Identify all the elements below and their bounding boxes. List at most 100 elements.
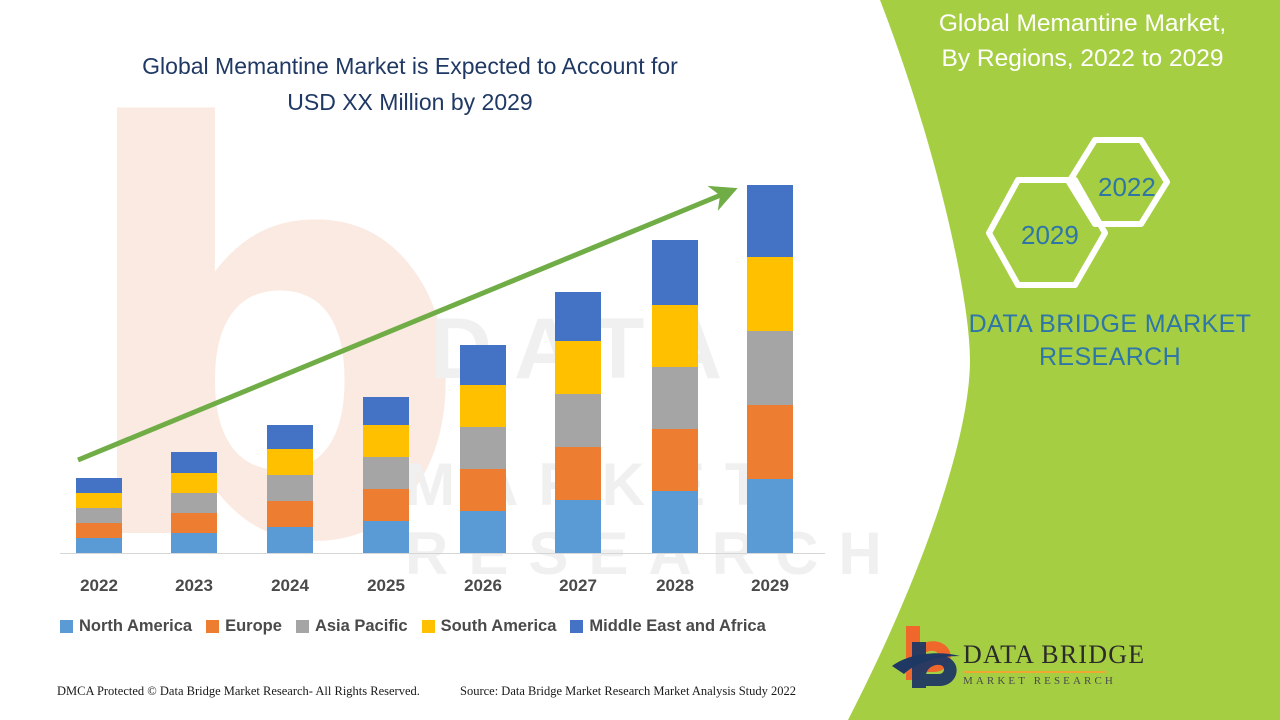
legend-label: South America: [440, 617, 557, 635]
bar-2024: [267, 425, 313, 553]
legend-item-middle-east-and-africa[interactable]: Middle East and Africa: [570, 617, 766, 636]
x-tick-2022: 2022: [80, 576, 118, 595]
chart-title: Global Memantine Market is Expected to A…: [60, 48, 760, 120]
bar-2029: [747, 185, 793, 553]
bar-segment-2025-north-america: [363, 521, 409, 553]
legend-label: Asia Pacific: [314, 617, 408, 635]
bar-segment-2029-asia-pacific: [747, 331, 793, 405]
bar-segment-2024-north-america: [267, 527, 313, 553]
x-tick-2026: 2026: [464, 576, 502, 595]
bar-segment-2025-south-america: [363, 425, 409, 457]
legend-item-south-america[interactable]: South America: [421, 617, 557, 636]
bar-segment-2027-north-america: [555, 500, 601, 553]
x-tick-2029: 2029: [751, 576, 789, 595]
bar-segment-2025-asia-pacific: [363, 457, 409, 489]
bar-segment-2028-south-america: [652, 305, 698, 367]
bar-segment-2023-middle-east-and-africa: [171, 452, 217, 473]
chart-title-line-2: USD XX Million by 2029: [287, 89, 533, 115]
logo-sub-text: MARKET RESEARCH: [963, 675, 1116, 687]
bar-2026: [460, 345, 506, 553]
chart-title-line-1: Global Memantine Market is Expected to A…: [142, 53, 678, 79]
bar-2023: [171, 452, 217, 553]
bar-segment-2027-middle-east-and-africa: [555, 292, 601, 341]
bar-segment-2026-asia-pacific: [460, 427, 506, 469]
hexagon-2022-label: 2022: [1098, 172, 1156, 202]
right-green-panel: [820, 0, 1280, 720]
logo-main-text: DATA BRIDGE: [963, 640, 1146, 669]
bar-segment-2022-europe: [76, 523, 122, 538]
bar-segment-2029-south-america: [747, 257, 793, 331]
legend-item-europe[interactable]: Europe: [206, 617, 282, 636]
x-tick-2023: 2023: [175, 576, 213, 595]
bar-segment-2026-north-america: [460, 511, 506, 553]
legend-item-asia-pacific[interactable]: Asia Pacific: [295, 617, 408, 636]
x-tick-2027: 2027: [559, 576, 597, 595]
panel-title: Global Memantine Market, By Regions, 202…: [905, 6, 1260, 76]
bar-2028: [652, 240, 698, 553]
x-axis-line: [60, 553, 825, 554]
bar-2025: [363, 397, 409, 553]
green-panel-shape: [848, 0, 1280, 720]
legend-swatch-icon: [570, 620, 584, 633]
logo-wordmark: DATA BRIDGE MARKET RESEARCH: [963, 640, 1145, 687]
footer-copyright: DMCA Protected © Data Bridge Market Rese…: [57, 684, 420, 698]
bar-segment-2028-europe: [652, 429, 698, 491]
bar-segment-2027-south-america: [555, 341, 601, 394]
legend-swatch-icon: [295, 620, 309, 633]
bar-segment-2022-asia-pacific: [76, 508, 122, 523]
bar-2022: [76, 478, 122, 553]
x-tick-2024: 2024: [271, 576, 309, 595]
bar-segment-2022-middle-east-and-africa: [76, 478, 122, 493]
bar-segment-2022-north-america: [76, 538, 122, 553]
bar-segment-2023-south-america: [171, 473, 217, 493]
bar-segment-2024-europe: [267, 501, 313, 527]
bar-2027: [555, 292, 601, 553]
bar-segment-2028-asia-pacific: [652, 367, 698, 429]
bar-segment-2029-europe: [747, 405, 793, 479]
legend-swatch-icon: [60, 620, 73, 633]
panel-brand-line-2: RESEARCH: [1038, 343, 1182, 371]
hexagon-outlines: [986, 137, 1170, 288]
logo-b-icon: [892, 626, 960, 688]
bar-segment-2023-asia-pacific: [171, 493, 217, 513]
bar-segment-2024-middle-east-and-africa: [267, 425, 313, 449]
hexagon-group: [975, 130, 1190, 290]
footer-source: Source: Data Bridge Market Research Mark…: [460, 684, 797, 698]
bar-segment-2029-north-america: [747, 479, 793, 553]
bar-segment-2026-europe: [460, 469, 506, 511]
panel-brand-name: DATA BRIDGE MARKET RESEARCH: [960, 308, 1260, 374]
legend-swatch-icon: [206, 620, 220, 633]
x-tick-2028: 2028: [656, 576, 694, 595]
hexagon-2029-label: 2029: [1021, 220, 1079, 250]
legend-label: North America: [79, 617, 193, 635]
chart-legend: North America Europe Asia Pacific South Ame…: [60, 617, 766, 636]
bar-segment-2027-asia-pacific: [555, 394, 601, 447]
bar-segment-2024-south-america: [267, 449, 313, 475]
bar-segment-2023-north-america: [171, 533, 217, 553]
bar-segment-2025-middle-east-and-africa: [363, 397, 409, 425]
growth-trend-arrow: [77, 185, 738, 463]
panel-title-line-1: Global Memantine Market,: [938, 10, 1227, 37]
hexagon-2029-shape: [986, 177, 1108, 288]
bar-segment-2027-europe: [555, 447, 601, 500]
data-bridge-logo-mark: [890, 620, 1120, 690]
legend-item-north-america[interactable]: North America: [60, 617, 192, 636]
panel-brand-line-1: DATA BRIDGE MARKET: [968, 310, 1252, 338]
bar-segment-2024-asia-pacific: [267, 475, 313, 501]
legend-label: Europe: [225, 617, 282, 635]
panel-title-line-2: By Regions, 2022 to 2029: [941, 45, 1224, 72]
bar-segment-2029-middle-east-and-africa: [747, 185, 793, 257]
bar-segment-2026-south-america: [460, 385, 506, 427]
bar-segment-2022-south-america: [76, 493, 122, 508]
bar-segment-2023-europe: [171, 513, 217, 533]
chart-plot-area: [76, 185, 793, 553]
legend-swatch-icon: [421, 620, 435, 633]
bar-segment-2028-north-america: [652, 491, 698, 553]
x-tick-2025: 2025: [367, 576, 405, 595]
logo-divider: [964, 671, 1106, 673]
bar-segment-2026-middle-east-and-africa: [460, 345, 506, 385]
bar-segment-2025-europe: [363, 489, 409, 521]
legend-label: Middle East and Africa: [589, 617, 766, 635]
bar-segment-2028-middle-east-and-africa: [652, 240, 698, 305]
